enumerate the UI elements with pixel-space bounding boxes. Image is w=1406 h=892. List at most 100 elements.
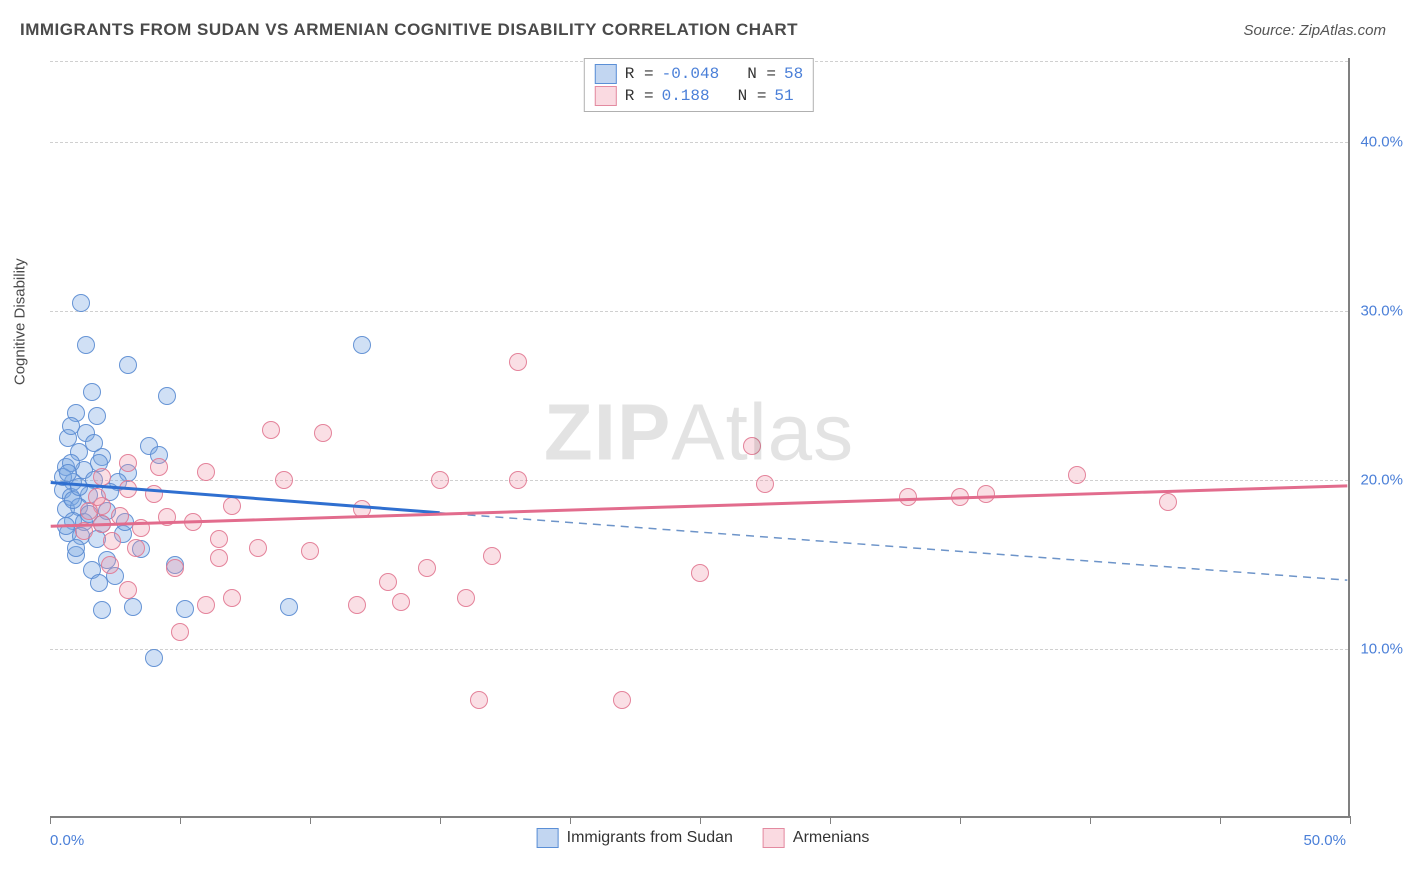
data-point-armenian bbox=[613, 691, 631, 709]
data-point-sudan bbox=[70, 478, 88, 496]
data-point-armenian bbox=[483, 547, 501, 565]
data-point-armenian bbox=[457, 589, 475, 607]
data-point-armenian bbox=[353, 500, 371, 518]
stat-r-label: R = bbox=[625, 63, 654, 85]
data-point-armenian bbox=[150, 458, 168, 476]
x-tick bbox=[440, 816, 441, 824]
data-point-armenian bbox=[899, 488, 917, 506]
x-tick bbox=[1090, 816, 1091, 824]
y-tick-label: 10.0% bbox=[1360, 641, 1403, 658]
data-point-sudan bbox=[119, 356, 137, 374]
stats-legend-row: R = -0.048 N = 58 bbox=[595, 63, 803, 85]
data-point-armenian bbox=[743, 437, 761, 455]
data-point-armenian bbox=[145, 485, 163, 503]
x-tick bbox=[1350, 816, 1351, 824]
data-point-armenian bbox=[314, 424, 332, 442]
trend-lines-svg bbox=[50, 58, 1348, 816]
x-tick bbox=[1220, 816, 1221, 824]
data-point-armenian bbox=[101, 556, 119, 574]
data-point-armenian bbox=[119, 581, 137, 599]
trend-line bbox=[440, 513, 1348, 580]
data-point-armenian bbox=[103, 532, 121, 550]
data-point-sudan bbox=[62, 417, 80, 435]
data-point-armenian bbox=[756, 475, 774, 493]
data-point-sudan bbox=[93, 601, 111, 619]
gridline bbox=[50, 480, 1348, 481]
y-tick-label: 20.0% bbox=[1360, 472, 1403, 489]
stat-r-value: 0.188 bbox=[662, 85, 710, 107]
data-point-sudan bbox=[57, 517, 75, 535]
data-point-armenian bbox=[223, 589, 241, 607]
data-point-armenian bbox=[111, 507, 129, 525]
data-point-armenian bbox=[1159, 493, 1177, 511]
data-point-sudan bbox=[158, 387, 176, 405]
data-point-armenian bbox=[197, 463, 215, 481]
data-point-armenian bbox=[379, 573, 397, 591]
data-point-armenian bbox=[275, 471, 293, 489]
legend-swatch bbox=[537, 828, 559, 848]
watermark: ZIPAtlas bbox=[544, 386, 854, 478]
bottom-legend: Immigrants from Sudan Armenians bbox=[537, 828, 870, 848]
data-point-armenian bbox=[301, 542, 319, 560]
data-point-armenian bbox=[197, 596, 215, 614]
source-label: Source: ZipAtlas.com bbox=[1243, 22, 1386, 39]
x-tick bbox=[310, 816, 311, 824]
data-point-armenian bbox=[119, 454, 137, 472]
data-point-armenian bbox=[691, 564, 709, 582]
y-tick-label: 30.0% bbox=[1360, 303, 1403, 320]
data-point-armenian bbox=[80, 502, 98, 520]
data-point-armenian bbox=[119, 480, 137, 498]
data-point-armenian bbox=[431, 471, 449, 489]
legend-swatch bbox=[763, 828, 785, 848]
data-point-sudan bbox=[83, 383, 101, 401]
data-point-armenian bbox=[210, 530, 228, 548]
data-point-sudan bbox=[77, 336, 95, 354]
trend-line bbox=[51, 486, 1348, 526]
data-point-armenian bbox=[418, 559, 436, 577]
data-point-sudan bbox=[85, 434, 103, 452]
y-axis-title: Cognitive Disability bbox=[12, 258, 29, 385]
legend-label: Armenians bbox=[793, 829, 869, 847]
data-point-armenian bbox=[509, 353, 527, 371]
data-point-armenian bbox=[210, 549, 228, 567]
data-point-armenian bbox=[392, 593, 410, 611]
data-point-armenian bbox=[951, 488, 969, 506]
data-point-armenian bbox=[158, 508, 176, 526]
data-point-sudan bbox=[353, 336, 371, 354]
data-point-sudan bbox=[88, 407, 106, 425]
plot-area: R =-0.048N =58R = 0.188N =51 ZIPAtlas 10… bbox=[50, 58, 1350, 818]
data-point-armenian bbox=[166, 559, 184, 577]
data-point-armenian bbox=[1068, 466, 1086, 484]
watermark-rest: Atlas bbox=[671, 387, 854, 476]
stat-n-label: N = bbox=[738, 85, 767, 107]
x-tick bbox=[830, 816, 831, 824]
x-axis-max-label: 50.0% bbox=[1303, 832, 1346, 849]
gridline bbox=[50, 142, 1348, 143]
stats-legend-row: R = 0.188N =51 bbox=[595, 85, 803, 107]
stat-n-label: N = bbox=[747, 63, 776, 85]
data-point-armenian bbox=[93, 468, 111, 486]
data-point-sudan bbox=[176, 600, 194, 618]
data-point-armenian bbox=[348, 596, 366, 614]
x-tick bbox=[700, 816, 701, 824]
legend-swatch bbox=[595, 64, 617, 84]
data-point-armenian bbox=[93, 515, 111, 533]
x-tick bbox=[570, 816, 571, 824]
bottom-legend-item: Immigrants from Sudan bbox=[537, 828, 733, 848]
x-tick bbox=[50, 816, 51, 824]
data-point-armenian bbox=[75, 522, 93, 540]
stat-n-value: 51 bbox=[774, 85, 793, 107]
data-point-sudan bbox=[145, 649, 163, 667]
stat-n-value: 58 bbox=[784, 63, 803, 85]
data-point-sudan bbox=[67, 539, 85, 557]
data-point-sudan bbox=[72, 294, 90, 312]
data-point-armenian bbox=[262, 421, 280, 439]
stat-r-value: -0.048 bbox=[662, 63, 720, 85]
stats-legend: R =-0.048N =58R = 0.188N =51 bbox=[584, 58, 814, 112]
y-tick-label: 40.0% bbox=[1360, 134, 1403, 151]
data-point-armenian bbox=[132, 519, 150, 537]
chart-title: IMMIGRANTS FROM SUDAN VS ARMENIAN COGNIT… bbox=[20, 20, 798, 40]
data-point-sudan bbox=[124, 598, 142, 616]
bottom-legend-item: Armenians bbox=[763, 828, 869, 848]
data-point-armenian bbox=[509, 471, 527, 489]
